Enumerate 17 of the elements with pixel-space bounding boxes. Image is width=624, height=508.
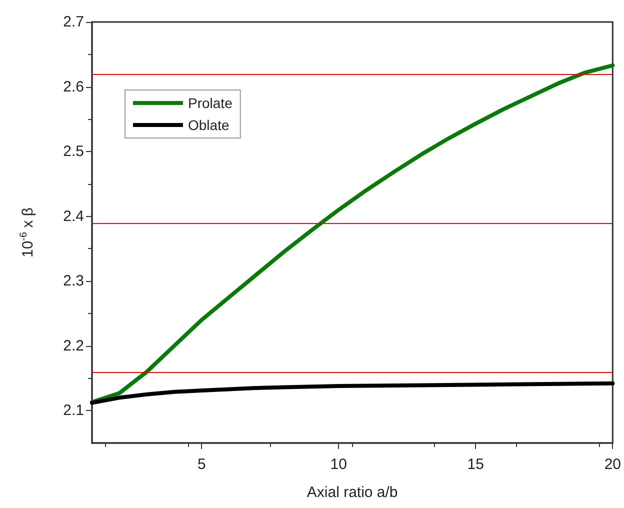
x-tick-label: 20 [604,456,621,473]
y-tick-label: 2.3 [63,272,84,290]
y-axis-title: 10-6 x β [18,207,36,258]
y-tick-label: 2.1 [63,402,84,420]
line-series [90,381,615,405]
x-tick-label: 10 [330,456,347,473]
y-tick-label: 2.2 [63,337,84,354]
y-tick-label: 2.6 [63,78,84,96]
x-axis-title: Axial ratio a/b [306,484,398,501]
line-series [90,63,615,404]
y-tick-label: 2.4 [63,208,84,225]
y-tick-label: 2.5 [63,143,84,160]
legend-label: Prolate [188,95,233,111]
x-tick-label: 5 [197,456,206,473]
x-tick-label: 15 [467,456,484,473]
y-tick-label: 2.7 [63,14,84,30]
legend-label: Oblate [188,117,230,133]
